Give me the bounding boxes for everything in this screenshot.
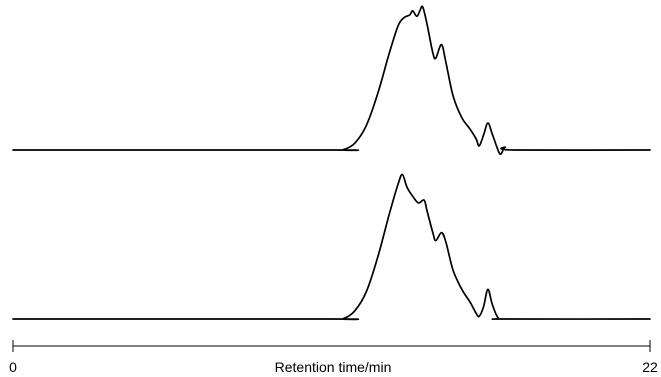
traces-group xyxy=(12,5,651,321)
x-tick-label-max: 22 xyxy=(642,359,658,375)
x-axis-title: Retention time/min xyxy=(275,359,392,375)
x-tick-label-min: 0 xyxy=(9,359,17,375)
trace-line-2 xyxy=(12,173,651,321)
trace-line-1 xyxy=(12,5,651,156)
